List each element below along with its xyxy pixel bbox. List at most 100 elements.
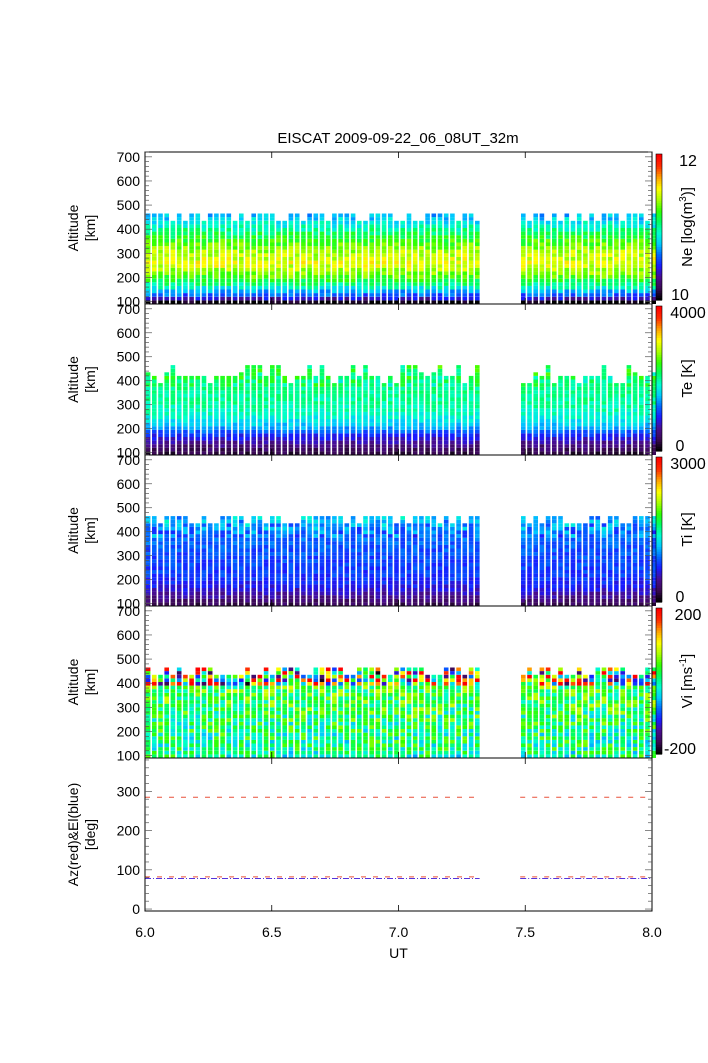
heatmap-cell — [226, 390, 232, 394]
heatmap-cell — [276, 383, 281, 387]
heatmap-cell — [164, 595, 169, 599]
heatmap-cell — [431, 372, 437, 376]
heatmap-cell — [158, 278, 163, 283]
heatmap-cell — [589, 253, 594, 257]
heatmap-cell — [301, 285, 306, 290]
heatmap-cell — [183, 383, 188, 387]
heatmap-cell — [552, 242, 557, 247]
heatmap-cell — [462, 433, 468, 437]
heatmap-cell — [468, 451, 474, 455]
heatmap-cell — [251, 555, 256, 560]
heatmap-cell — [394, 383, 399, 387]
heatmap-cell — [307, 238, 312, 243]
heatmap-cell — [375, 224, 381, 228]
heatmap-cell — [468, 419, 474, 423]
heatmap-cell — [307, 220, 312, 225]
heatmap-cell — [257, 580, 263, 585]
heatmap-cell — [545, 419, 551, 423]
heatmap-cell — [245, 257, 250, 261]
heatmap-cell — [226, 530, 232, 535]
heatmap-cell — [338, 602, 343, 606]
heatmap-cell — [183, 231, 188, 236]
heatmap-cell — [369, 534, 374, 538]
heatmap-cell — [338, 534, 343, 538]
heatmap-cell — [545, 408, 551, 412]
heatmap-cell — [527, 451, 532, 455]
heatmap-cell — [350, 285, 356, 290]
heatmap-cell — [350, 238, 356, 243]
heatmap-cell — [276, 397, 281, 402]
heatmap-cell — [239, 523, 244, 527]
heatmap-cell — [214, 577, 219, 581]
y-axis-label-line: [km] — [82, 366, 98, 392]
heatmap-cell — [232, 285, 238, 290]
heatmap-cell — [207, 257, 213, 261]
heatmap-cell — [288, 433, 294, 437]
heatmap-cell — [545, 296, 551, 301]
heatmap-cell — [183, 555, 188, 560]
heatmap-cell — [214, 426, 219, 430]
heatmap-cell — [475, 404, 480, 409]
heatmap-cell — [521, 437, 526, 441]
heatmap-cell — [214, 559, 219, 563]
heatmap-cell — [468, 383, 474, 387]
heatmap-cell — [375, 451, 381, 455]
heatmap-cell — [394, 570, 399, 574]
heatmap-cell — [400, 422, 405, 427]
heatmap-cell — [443, 271, 449, 275]
heatmap-cell — [462, 447, 468, 452]
heatmap-cell — [412, 408, 418, 412]
heatmap-cell — [545, 386, 551, 391]
heatmap-cell — [645, 393, 650, 398]
heatmap-cell — [545, 264, 551, 268]
heatmap-cell — [639, 242, 644, 247]
heatmap-cell — [319, 526, 325, 531]
heatmap-cell — [307, 534, 312, 538]
heatmap-cell — [220, 552, 225, 556]
heatmap-cell — [183, 264, 188, 268]
heatmap-cell — [425, 390, 430, 394]
heatmap-cell — [276, 588, 281, 592]
heatmap-cell — [406, 584, 412, 588]
colorbar-label-end: )] — [679, 187, 696, 196]
heatmap-cell — [533, 419, 538, 423]
heatmap-cell — [158, 559, 163, 563]
heatmap-cell — [614, 419, 619, 423]
heatmap-cell — [282, 444, 287, 448]
heatmap-cell — [294, 379, 300, 384]
colorbar-swatch — [656, 330, 662, 334]
heatmap-cell — [270, 390, 275, 394]
heatmap-cell — [158, 526, 163, 531]
heatmap-cell — [400, 588, 405, 592]
heatmap-cell — [325, 580, 331, 585]
heatmap-cell — [394, 253, 399, 257]
heatmap-cell — [226, 260, 232, 265]
heatmap-cell — [601, 264, 607, 268]
heatmap-cell — [583, 451, 588, 455]
heatmap-cell — [307, 365, 312, 369]
heatmap-cell — [607, 235, 613, 239]
heatmap-cell — [152, 602, 157, 606]
heatmap-cell — [406, 570, 412, 574]
heatmap-cell — [319, 566, 325, 571]
heatmap-cell — [220, 296, 225, 301]
heatmap-cell — [412, 444, 418, 448]
heatmap-cell — [583, 300, 588, 304]
heatmap-cell — [189, 541, 194, 545]
heatmap-cell — [307, 260, 312, 265]
heatmap-cell — [301, 530, 306, 535]
heatmap-cell — [388, 271, 393, 275]
heatmap-cell — [443, 386, 449, 391]
heatmap-cell — [294, 375, 300, 380]
heatmap-cell — [388, 519, 393, 524]
heatmap-cell — [589, 440, 594, 445]
heatmap-cell — [270, 224, 275, 228]
heatmap-cell — [158, 591, 163, 596]
heatmap-cell — [338, 257, 343, 261]
heatmap-cell — [338, 562, 343, 567]
heatmap-cell — [313, 602, 319, 606]
heatmap-cell — [350, 300, 356, 304]
heatmap-cell — [288, 562, 294, 567]
heatmap-cell — [400, 526, 405, 531]
heatmap-cell — [245, 562, 250, 567]
